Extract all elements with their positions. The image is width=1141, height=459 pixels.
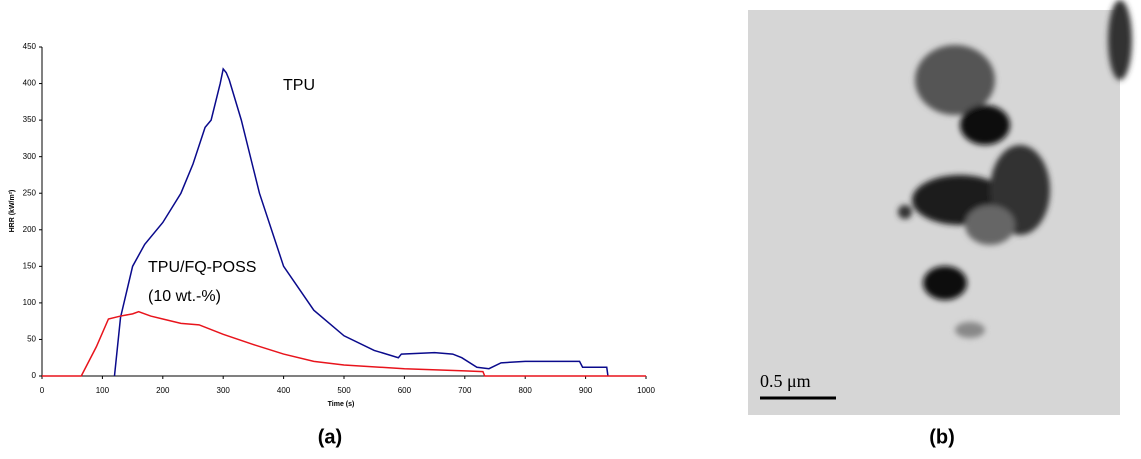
y-tick-label: 400 — [23, 79, 37, 88]
y-tick-label: 200 — [23, 225, 37, 234]
panel-label: (b) — [929, 426, 955, 448]
x-tick-label: 300 — [217, 386, 231, 395]
x-tick-label: 1000 — [637, 386, 655, 395]
y-tick-label: 300 — [23, 152, 37, 161]
annotation: (10 wt.-%) — [148, 288, 221, 305]
y-tick-label: 150 — [23, 261, 37, 270]
series-line — [42, 310, 646, 377]
annotation: TPU — [283, 77, 315, 94]
x-axis-label: Time (s) — [328, 401, 355, 408]
y-tick-label: 100 — [23, 298, 37, 307]
x-tick-label: 900 — [579, 386, 593, 395]
scale-bar-label: 0.5 μm — [760, 371, 811, 391]
x-tick-label: 800 — [519, 386, 533, 395]
x-tick-label: 200 — [156, 386, 170, 395]
particle — [1108, 0, 1132, 80]
y-tick-label: 0 — [32, 371, 37, 380]
particle — [955, 322, 985, 338]
particle — [923, 266, 967, 300]
particle — [915, 45, 995, 115]
x-tick-label: 400 — [277, 386, 291, 395]
particles — [898, 0, 1132, 338]
x-tick-label: 100 — [96, 386, 110, 395]
y-tick-label: 450 — [23, 42, 37, 51]
series-line — [113, 67, 609, 377]
y-tick-label: 350 — [23, 115, 37, 124]
panel-label: (a) — [318, 426, 342, 448]
annotation: TPU/FQ-POSS — [148, 259, 256, 276]
x-tick-label: 700 — [458, 386, 472, 395]
particle — [898, 205, 912, 219]
particle — [960, 105, 1010, 145]
particle — [965, 205, 1015, 245]
y-axis-label: HRR (kW/m²) — [9, 190, 16, 233]
x-tick-label: 500 — [337, 386, 351, 395]
x-tick-label: 600 — [398, 386, 412, 395]
y-tick-label: 250 — [23, 188, 37, 197]
x-tick-label: 0 — [40, 386, 45, 395]
micrograph: 0.5 μm — [748, 0, 1132, 415]
y-tick-label: 50 — [27, 335, 36, 344]
